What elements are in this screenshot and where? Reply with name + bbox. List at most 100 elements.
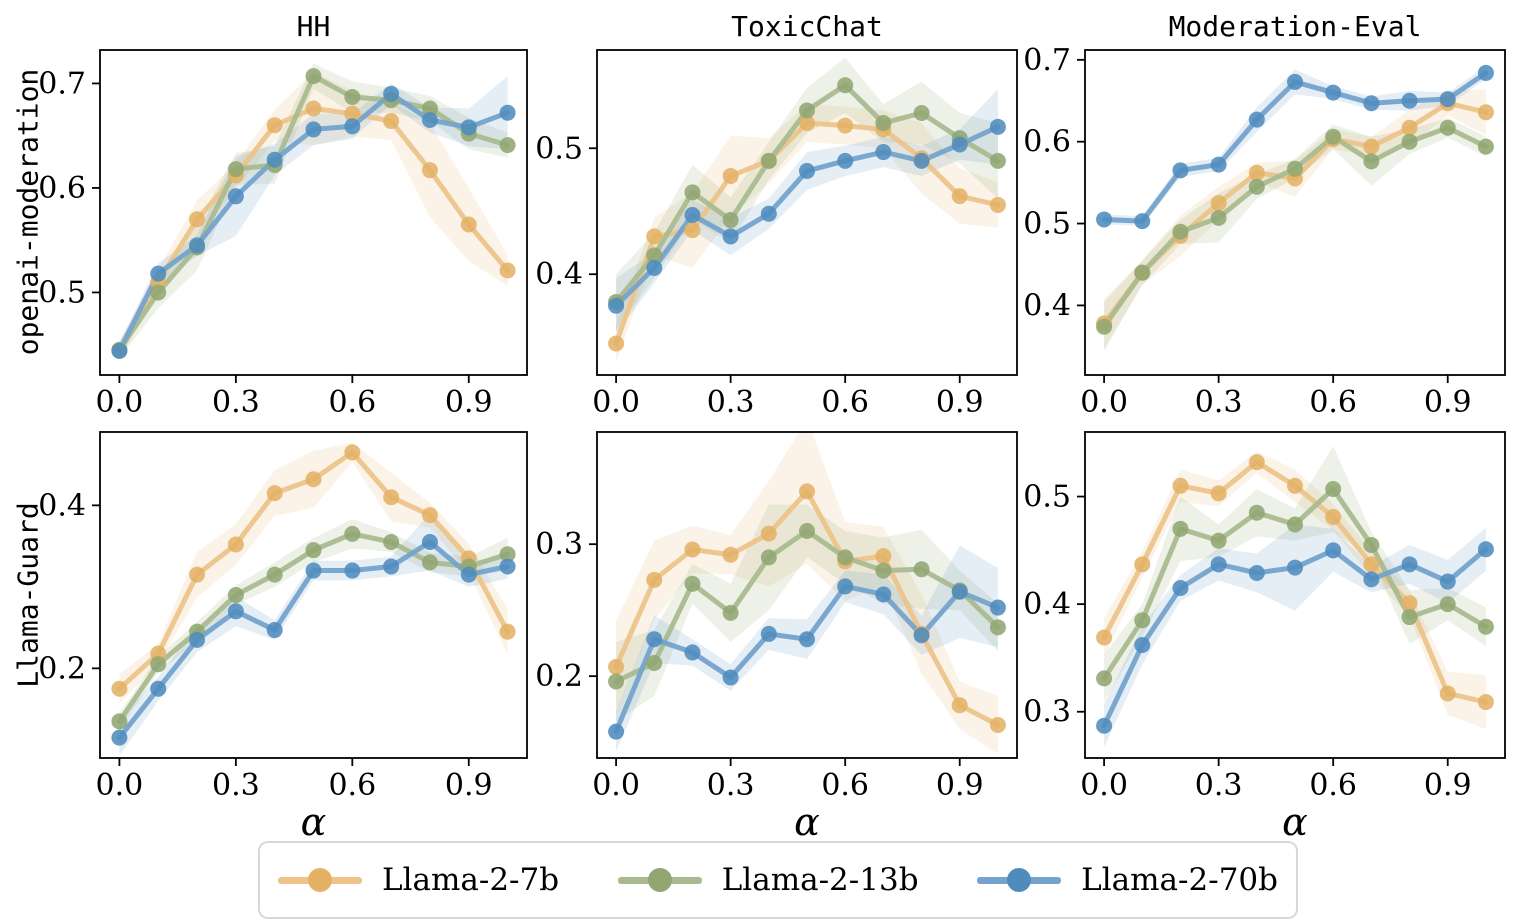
subplot-moderation-eval-openai-moderation: 0.0 0.3 0.6 0.9 0.4 0.5 0.6 0.7 bbox=[1023, 43, 1506, 420]
data-point-llama-2-70b bbox=[913, 627, 930, 644]
data-point-llama-2-70b bbox=[1401, 556, 1418, 573]
data-point-llama-2-70b bbox=[722, 669, 739, 686]
data-point-llama-2-70b bbox=[875, 586, 892, 603]
axes-frame bbox=[1084, 49, 1506, 376]
legend-label-llama-2-7b: Llama-2-7b bbox=[382, 862, 560, 898]
data-point-llama-2-7b bbox=[1477, 104, 1494, 121]
x-tick-label: 0.0 bbox=[1080, 768, 1128, 803]
data-point-llama-2-70b bbox=[1210, 156, 1227, 173]
data-point-llama-2-13b bbox=[1210, 532, 1227, 549]
data-point-llama-2-13b bbox=[875, 115, 892, 132]
data-point-llama-2-70b bbox=[646, 631, 663, 648]
axes-frame bbox=[596, 49, 1018, 376]
y-tick-label: 0.4 bbox=[535, 257, 583, 292]
data-point-llama-2-70b bbox=[837, 578, 854, 595]
confidence-band-llama-2-13b bbox=[1104, 117, 1486, 352]
data-point-llama-2-70b bbox=[421, 112, 438, 129]
data-point-llama-2-70b bbox=[1096, 211, 1113, 228]
data-point-llama-2-13b bbox=[383, 534, 400, 551]
data-point-llama-2-13b bbox=[913, 104, 930, 121]
data-point-llama-2-70b bbox=[305, 562, 322, 579]
line-marker-swatch-llama-2-70b bbox=[977, 868, 1062, 892]
x-tick-label: 0.3 bbox=[212, 768, 260, 803]
data-point-llama-2-7b bbox=[722, 167, 739, 184]
subplot-hh-llama-guard: 0.0 0.3 0.6 0.9 0.2 0.4 bbox=[38, 431, 528, 803]
x-axis-title-alpha-1: α bbox=[300, 800, 327, 844]
x-tick-label: 0.0 bbox=[1080, 385, 1128, 420]
x-tick-label: 0.9 bbox=[445, 385, 493, 420]
data-point-llama-2-13b bbox=[1096, 670, 1113, 687]
x-tick-label: 0.9 bbox=[936, 385, 984, 420]
y-tick-label: 0.5 bbox=[1023, 207, 1071, 242]
axes-frame bbox=[596, 431, 1018, 759]
data-point-llama-2-70b bbox=[646, 259, 663, 276]
x-tick-label: 0.3 bbox=[1195, 385, 1243, 420]
data-point-llama-2-13b bbox=[499, 546, 516, 563]
data-point-llama-2-70b bbox=[1439, 91, 1456, 108]
data-point-llama-2-13b bbox=[837, 549, 854, 566]
x-tick-label: 0.0 bbox=[96, 385, 144, 420]
data-point-llama-2-7b bbox=[1134, 556, 1151, 573]
data-point-llama-2-7b bbox=[499, 623, 516, 640]
data-point-llama-2-13b bbox=[150, 284, 167, 301]
data-point-llama-2-70b bbox=[383, 558, 400, 575]
legend-label-llama-2-70b: Llama-2-70b bbox=[1081, 862, 1278, 898]
plot-area-toxicchat-llama-guard bbox=[608, 432, 1006, 755]
data-point-llama-2-70b bbox=[608, 723, 625, 740]
y-tick-label: 0.5 bbox=[38, 275, 86, 310]
data-point-llama-2-7b bbox=[421, 162, 438, 179]
y-tick-label: 0.7 bbox=[38, 66, 86, 101]
legend-dot-icon bbox=[647, 868, 672, 892]
plot-area-hh-llama-guard bbox=[111, 442, 516, 756]
data-point-llama-2-13b bbox=[1363, 153, 1380, 170]
data-point-llama-2-7b bbox=[875, 548, 892, 565]
data-point-llama-2-13b bbox=[305, 542, 322, 559]
y-tick-label: 0.5 bbox=[535, 131, 583, 166]
data-point-llama-2-7b bbox=[266, 485, 283, 502]
legend-dot-icon bbox=[308, 868, 332, 892]
data-point-llama-2-13b bbox=[1477, 138, 1494, 155]
legend-dot-icon bbox=[1007, 868, 1032, 892]
data-point-llama-2-7b bbox=[837, 117, 854, 134]
data-point-llama-2-70b bbox=[1248, 564, 1265, 581]
x-axis-title-alpha-2: α bbox=[794, 800, 820, 844]
axes-frame bbox=[99, 431, 528, 759]
legend-entry-llama-2-13b: Llama-2-13b bbox=[617, 862, 919, 898]
data-point-llama-2-13b bbox=[1325, 128, 1342, 145]
data-point-llama-2-7b bbox=[1172, 477, 1189, 494]
data-point-llama-2-7b bbox=[722, 546, 739, 563]
x-tick-label: 0.6 bbox=[328, 768, 376, 803]
data-point-llama-2-13b bbox=[305, 68, 322, 85]
data-point-llama-2-70b bbox=[1287, 73, 1303, 90]
data-point-llama-2-70b bbox=[383, 85, 400, 102]
data-point-llama-2-70b bbox=[608, 297, 625, 314]
confidence-band-llama-2-70b bbox=[616, 89, 998, 334]
data-point-llama-2-7b bbox=[760, 525, 777, 542]
data-point-llama-2-13b bbox=[760, 152, 777, 169]
data-point-llama-2-70b bbox=[799, 631, 815, 648]
data-point-llama-2-13b bbox=[1134, 612, 1151, 629]
data-point-llama-2-7b bbox=[383, 113, 400, 130]
column-title-hh: HH bbox=[296, 10, 331, 43]
data-point-llama-2-7b bbox=[1401, 595, 1418, 612]
data-point-llama-2-7b bbox=[305, 100, 322, 117]
data-point-llama-2-7b bbox=[227, 536, 244, 553]
data-point-llama-2-13b bbox=[1172, 520, 1189, 537]
data-point-llama-2-70b bbox=[227, 188, 244, 205]
data-point-llama-2-13b bbox=[646, 247, 663, 264]
data-point-llama-2-70b bbox=[1210, 556, 1227, 573]
data-point-llama-2-70b bbox=[1477, 64, 1494, 81]
data-point-llama-2-7b bbox=[646, 571, 663, 588]
data-point-llama-2-70b bbox=[344, 118, 361, 135]
data-point-llama-2-7b bbox=[608, 335, 625, 352]
data-point-llama-2-13b bbox=[875, 562, 892, 579]
axes-frame bbox=[99, 49, 528, 376]
data-point-llama-2-7b bbox=[421, 507, 438, 524]
data-point-llama-2-13b bbox=[608, 673, 625, 690]
x-tick-label: 0.6 bbox=[1309, 385, 1357, 420]
data-point-llama-2-13b bbox=[421, 100, 438, 117]
column-title-toxicchat: ToxicChat bbox=[731, 10, 883, 43]
data-point-llama-2-13b bbox=[344, 89, 361, 106]
data-point-llama-2-70b bbox=[1248, 111, 1265, 128]
data-point-llama-2-13b bbox=[111, 713, 128, 730]
